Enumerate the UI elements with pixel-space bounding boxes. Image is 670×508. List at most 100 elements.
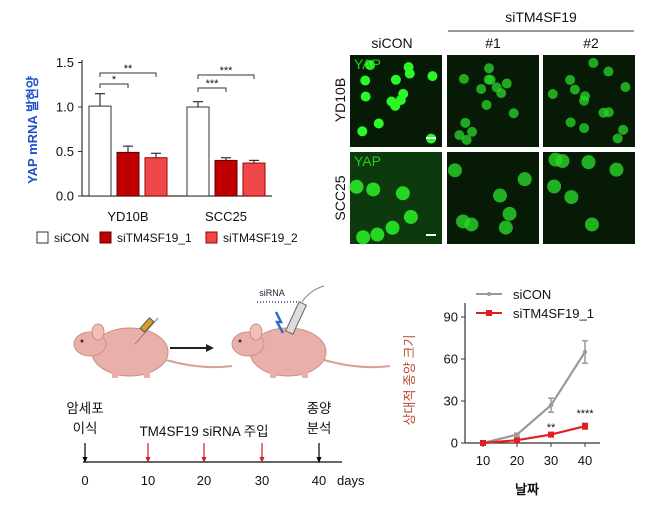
nucleus <box>580 91 591 102</box>
nucleus <box>620 81 631 92</box>
nucleus <box>564 190 579 205</box>
timeline-event-label: 종양 <box>307 401 332 416</box>
timeline-day-label: 10 <box>141 473 155 488</box>
timeline-day-label: 30 <box>255 473 269 488</box>
row-label: SCC25 <box>332 175 348 220</box>
timeline-event-label: 분석 <box>307 421 332 436</box>
timeline-arrowhead <box>201 457 207 463</box>
micrograph-YD10B-0 <box>350 55 442 147</box>
data-point <box>548 403 554 408</box>
line-y-tick-label: 0 <box>451 436 458 451</box>
micrograph-SCC25-0 <box>349 152 442 245</box>
line-x-axis-label: 날짜 <box>515 482 539 497</box>
nucleus <box>360 91 371 102</box>
timeline-day-label: 20 <box>197 473 211 488</box>
group-header: siTM4SF19 <box>505 9 577 25</box>
nucleus <box>517 172 532 187</box>
mouse-illustration <box>73 323 233 378</box>
nucleus <box>390 74 401 85</box>
data-point <box>514 432 520 437</box>
significance-label: * <box>112 74 117 86</box>
timeline-arrowhead <box>82 457 88 463</box>
line-x-tick-label: 40 <box>578 453 592 468</box>
line-x-tick-label: 20 <box>510 453 524 468</box>
nucleus <box>603 66 614 77</box>
micrograph-SCC25-2 <box>543 152 635 244</box>
bar-y-tick-label: 0.5 <box>56 144 74 159</box>
row-label: YD10B <box>332 78 348 122</box>
nucleus <box>476 84 487 95</box>
timeline-arrowhead <box>259 457 265 463</box>
bar <box>88 105 112 197</box>
syringe-icon <box>134 317 159 345</box>
timeline-unit: days <box>337 473 365 488</box>
bar-category-label: YD10B <box>107 209 148 224</box>
series-line-siTM4SF19_1 <box>482 425 586 445</box>
nucleus <box>502 206 517 221</box>
timeline-arrowhead <box>145 457 151 463</box>
nucleus <box>461 134 472 145</box>
legend-swatch-sicon <box>36 231 49 244</box>
nucleus <box>612 133 623 144</box>
micrograph-YD10B-2 <box>543 55 635 147</box>
line-y-axis-label: 상대적 종양 크기 <box>402 335 417 426</box>
nucleus <box>404 68 415 79</box>
line-x-tick-label: 30 <box>544 453 558 468</box>
bar-chart: YAP mRNA 발현양 0.00.51.01.5 ********* YD10… <box>25 55 298 245</box>
nucleus <box>581 155 596 170</box>
nucleus <box>356 230 371 245</box>
series-line-siCON <box>482 351 586 445</box>
micrograph-SCC25-1 <box>447 152 539 244</box>
significance-bracket <box>197 74 255 79</box>
bar <box>242 162 266 197</box>
nucleus <box>386 96 397 107</box>
sirna-label: siRNA <box>259 288 285 298</box>
significance-label: *** <box>220 65 234 77</box>
timeline-arrowhead <box>316 457 322 463</box>
nucleus <box>427 71 438 82</box>
legend-swatch-si1 <box>99 231 112 244</box>
nucleus <box>485 74 496 85</box>
legend-label: siTM4SF19_1 <box>117 231 192 245</box>
nucleus <box>464 217 479 232</box>
micrograph-YD10B-1 <box>447 55 539 147</box>
significance-label: *** <box>206 78 220 90</box>
nucleus <box>547 179 562 194</box>
nucleus <box>547 88 558 99</box>
column-label: #1 <box>485 35 501 51</box>
significance-label: ** <box>124 63 133 75</box>
line-y-tick-label: 60 <box>444 352 458 367</box>
arrow-icon <box>170 344 214 352</box>
line-y-tick-label: 90 <box>444 310 458 325</box>
nucleus <box>501 78 512 89</box>
nucleus <box>492 188 507 203</box>
significance-bracket <box>99 72 157 77</box>
legend-label: siTM4SF19_2 <box>223 231 298 245</box>
nucleus <box>460 117 471 128</box>
micrograph-background <box>447 152 539 244</box>
significance-bracket <box>99 83 129 88</box>
data-point <box>582 349 588 355</box>
stain-label: YAP <box>354 153 381 169</box>
nucleus <box>618 124 629 135</box>
bar-y-axis-label: YAP mRNA 발현양 <box>25 76 40 184</box>
data-point <box>582 423 588 430</box>
legend-label: siCON <box>54 231 89 245</box>
nucleus <box>484 63 495 74</box>
timeline-event-label: 암세포 <box>66 401 103 416</box>
nucleus <box>609 162 624 177</box>
nucleus <box>360 75 371 86</box>
nucleus <box>349 179 364 194</box>
legend-swatch-si2 <box>205 231 218 244</box>
nucleus <box>395 94 406 105</box>
nucleus <box>508 108 519 119</box>
bar <box>186 106 210 197</box>
nucleus <box>565 117 576 128</box>
nucleus <box>496 88 507 99</box>
nucleus <box>548 152 563 167</box>
significance-label: **** <box>576 408 594 420</box>
nucleus <box>447 163 462 178</box>
